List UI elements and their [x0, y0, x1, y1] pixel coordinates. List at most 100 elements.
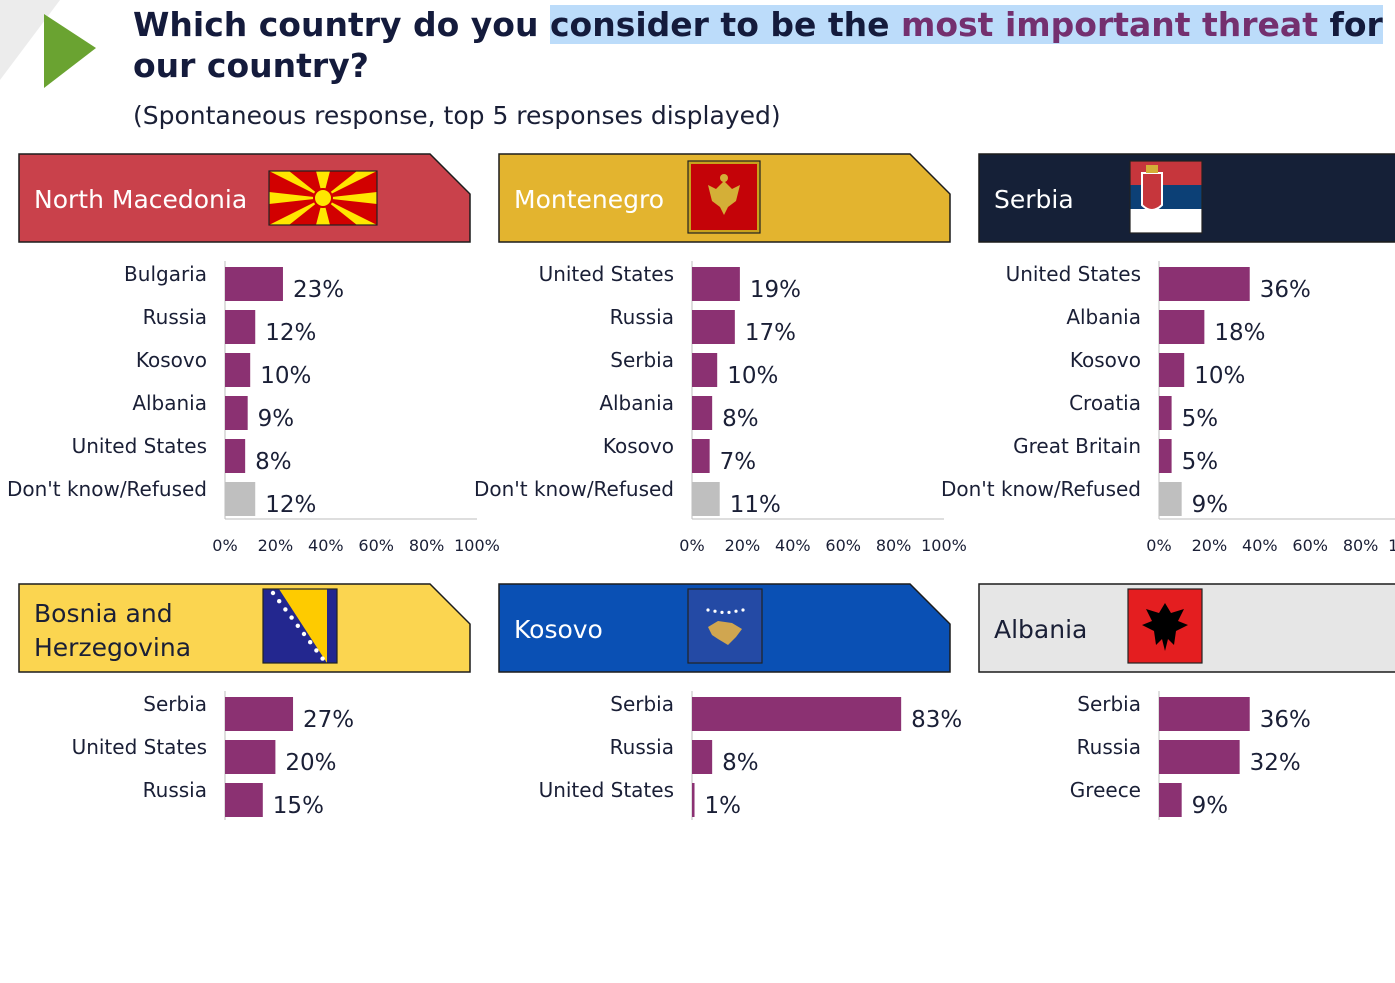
panel-albania: Albania Serbia 36% Russia 32% Greece 9%	[978, 583, 1395, 983]
data-label: 8%	[722, 750, 759, 776]
bar	[692, 740, 713, 774]
bar	[225, 482, 256, 516]
bar	[225, 439, 246, 473]
category-label: Don't know/Refused	[474, 477, 674, 501]
tick-label: 20%	[258, 536, 294, 555]
tick-label: 40%	[1242, 536, 1278, 555]
north-macedonia-flag-icon	[268, 170, 378, 226]
category-label: Serbia	[143, 692, 207, 716]
bar	[692, 439, 710, 473]
data-label: 17%	[745, 320, 796, 346]
data-label: 19%	[750, 277, 801, 303]
tick-label: 0%	[1146, 536, 1171, 555]
bar	[1159, 783, 1182, 817]
panel-north-macedonia: North Macedonia Bulgaria 23% Russia 12% Kosov…	[7, 153, 500, 555]
panel-serbia: Serbia United States 36% Albania 18% Kosovo 10…	[941, 153, 1395, 555]
banner-title: North Macedonia	[34, 185, 248, 214]
category-label: Russia	[143, 778, 207, 802]
bar	[692, 396, 713, 430]
category-label: Don't know/Refused	[7, 477, 207, 501]
bar	[1159, 353, 1185, 387]
category-label: United States	[72, 434, 207, 458]
bosnia-flag-icon	[262, 588, 338, 664]
data-label: 5%	[1182, 449, 1219, 475]
data-label: 12%	[265, 492, 316, 518]
bar	[225, 353, 251, 387]
tick-label: 80%	[1343, 536, 1379, 555]
bar	[225, 396, 248, 430]
bar	[692, 353, 718, 387]
tick-label: 60%	[1292, 536, 1328, 555]
panel-montenegro: Montenegro United States 19% Russia 17% Serbi…	[474, 153, 967, 555]
banner-background	[18, 583, 471, 673]
bar	[1159, 482, 1182, 516]
data-label: 18%	[1214, 320, 1265, 346]
data-label: 32%	[1250, 750, 1301, 776]
bar	[225, 267, 283, 301]
question-text-1: Which country do you	[133, 5, 550, 44]
category-label: Albania	[599, 391, 674, 415]
banner-title-line: Herzegovina	[34, 633, 192, 662]
bar	[692, 310, 735, 344]
bar	[692, 482, 720, 516]
category-label: Kosovo	[603, 434, 674, 458]
category-label: United States	[1006, 262, 1141, 286]
bar	[1159, 267, 1250, 301]
data-label: 27%	[303, 707, 354, 733]
tick-label: 60%	[358, 536, 394, 555]
panel-banner	[498, 583, 951, 673]
category-label: United States	[72, 735, 207, 759]
category-label: Russia	[610, 735, 674, 759]
category-label: Albania	[1066, 305, 1141, 329]
bar-chart: United States 19% Russia 17% Serbia 10% Albani…	[474, 261, 967, 555]
bar	[1159, 310, 1205, 344]
panel-banner	[18, 583, 471, 673]
data-label: 5%	[1182, 406, 1219, 432]
kosovo-flag-icon	[687, 588, 763, 664]
tick-label: 100%	[921, 536, 967, 555]
serbia-flag-icon	[1129, 160, 1203, 234]
category-label: Great Britain	[1013, 434, 1141, 458]
data-label: 23%	[293, 277, 344, 303]
banner-title: Montenegro	[514, 185, 665, 214]
data-label: 10%	[1194, 363, 1245, 389]
bar-chart: Bulgaria 23% Russia 12% Kosovo 10% Albania 9% Un…	[7, 261, 500, 555]
banner-title-line: Bosnia and	[34, 599, 173, 628]
data-label: 36%	[1260, 707, 1311, 733]
tick-label: 60%	[825, 536, 861, 555]
bar-chart: Serbia 27% United States 20% Russia 15%	[72, 691, 354, 820]
bar-chart: United States 36% Albania 18% Kosovo 10% Croat…	[941, 261, 1395, 555]
tick-label: 40%	[775, 536, 811, 555]
bar	[692, 267, 740, 301]
data-label: 12%	[265, 320, 316, 346]
question-highlight-2: for	[1317, 5, 1383, 44]
tick-label: 80%	[876, 536, 912, 555]
data-label: 8%	[722, 406, 759, 432]
data-label: 20%	[285, 750, 336, 776]
question-emphasis: most important threat	[900, 5, 1318, 44]
data-label: 9%	[1192, 793, 1229, 819]
bar-chart: Serbia 36% Russia 32% Greece 9%	[1070, 691, 1311, 820]
panel-banner	[18, 153, 471, 243]
tick-label: 20%	[725, 536, 761, 555]
bar	[692, 783, 695, 817]
category-label: Kosovo	[1070, 348, 1141, 372]
category-label: Russia	[143, 305, 207, 329]
category-label: United States	[539, 778, 674, 802]
category-label: United States	[539, 262, 674, 286]
category-label: Albania	[132, 391, 207, 415]
banner-title: Kosovo	[514, 615, 603, 644]
green-arrow-icon	[44, 14, 96, 88]
bar	[225, 740, 276, 774]
tick-label: 100%	[1388, 536, 1395, 555]
data-label: 10%	[727, 363, 778, 389]
banner-title: Serbia	[994, 185, 1074, 214]
bar	[1159, 439, 1172, 473]
data-label: 83%	[911, 707, 962, 733]
banner-title: Albania	[994, 615, 1088, 644]
tick-label: 100%	[454, 536, 500, 555]
tick-label: 40%	[308, 536, 344, 555]
category-label: Croatia	[1069, 391, 1141, 415]
category-label: Kosovo	[136, 348, 207, 372]
category-label: Russia	[1077, 735, 1141, 759]
